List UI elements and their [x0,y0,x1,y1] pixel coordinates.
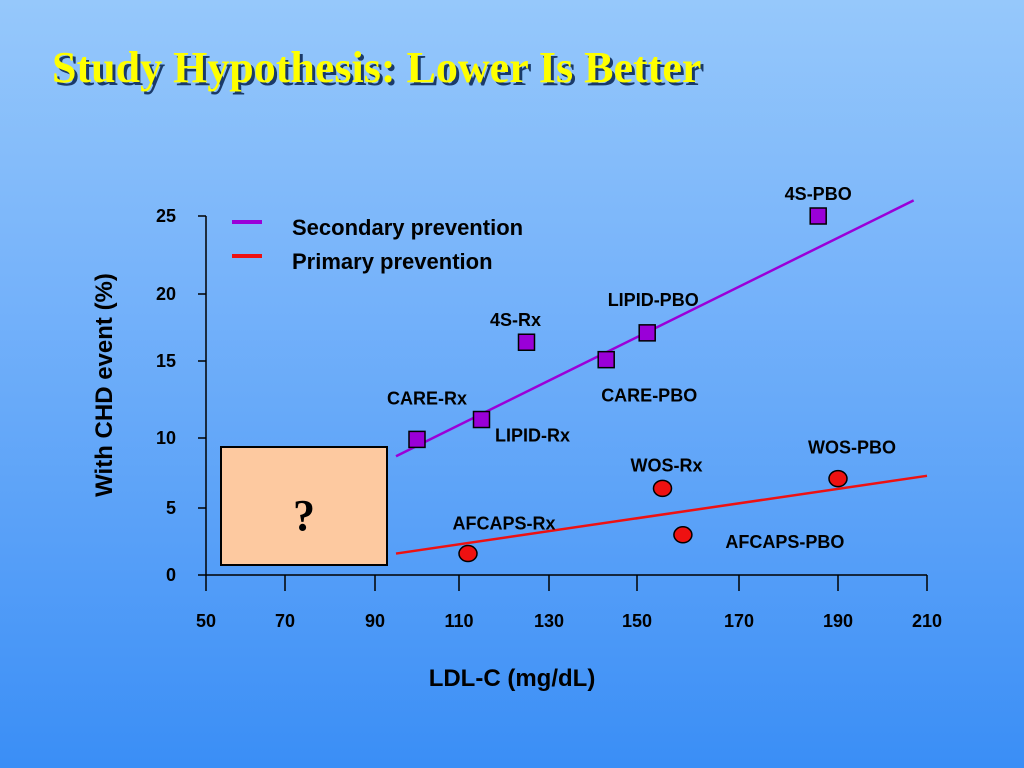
secondary-point [809,207,827,225]
y-tick-label: 5 [166,498,176,518]
point-label: AFCAPS-PBO [725,532,844,552]
x-tick-label: 170 [724,611,754,631]
x-axis-title: LDL-C (mg/dL) [429,665,596,692]
primary-point [673,526,693,544]
secondary-point [472,410,491,429]
x-tick-label: 50 [196,611,216,631]
point-label: WOS-PBO [808,438,896,458]
point-label: CARE-Rx [387,388,467,408]
point-label: AFCAPS-Rx [452,514,555,534]
primary-point [652,479,673,498]
secondary-point [597,350,615,369]
point-labels: 4S-PBO LIPID-PBO 4S-Rx CARE-PBO LIPID-Rx CARE… [387,184,896,552]
y-tick-label: 20 [156,284,176,304]
x-tick-label: 150 [622,611,652,631]
primary-point [458,544,478,563]
point-label: 4S-Rx [490,310,541,330]
point-label: LIPID-PBO [608,290,699,310]
point-label: 4S-PBO [785,184,852,204]
question-box: ? [220,446,388,566]
secondary-point [517,333,536,351]
x-tick-label: 110 [444,611,473,631]
x-tick-label: 90 [365,611,385,631]
x-tick-label: 70 [275,611,295,631]
legend-label: Primary prevention [292,249,493,274]
question-box-rect [220,446,388,566]
y-axis-title: With CHD event (%) [91,273,118,497]
chart-axes: 0 5 10 15 20 25 50 70 90 110 130 150 170 190 210 [156,206,942,631]
primary-point [828,469,848,488]
y-tick-label: 25 [156,206,176,226]
x-tick-label: 210 [912,611,942,631]
data-points [408,207,848,563]
chart-legend: Secondary prevention Primary prevention [232,215,523,274]
slide-title: Study Hypothesis: Lower Is Better [52,43,702,92]
y-tick-label: 15 [156,351,176,371]
legend-label: Secondary prevention [292,215,523,240]
x-tick-label: 130 [534,611,564,631]
point-label: LIPID-Rx [495,426,570,446]
point-label: CARE-PBO [601,386,697,406]
x-tick-label: 190 [823,611,853,631]
question-mark: ? [293,491,315,540]
primary-fit-line [395,474,928,555]
secondary-point [408,430,426,449]
y-tick-label: 10 [156,428,176,448]
point-label: WOS-Rx [631,455,703,475]
y-tick-label: 0 [166,565,176,585]
secondary-point [638,324,656,342]
